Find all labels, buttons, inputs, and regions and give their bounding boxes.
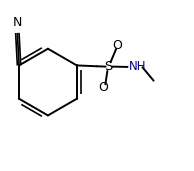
- Text: NH: NH: [128, 60, 146, 74]
- Text: O: O: [99, 81, 109, 95]
- Text: S: S: [105, 60, 113, 73]
- Text: O: O: [112, 39, 122, 52]
- Text: N: N: [13, 16, 22, 29]
